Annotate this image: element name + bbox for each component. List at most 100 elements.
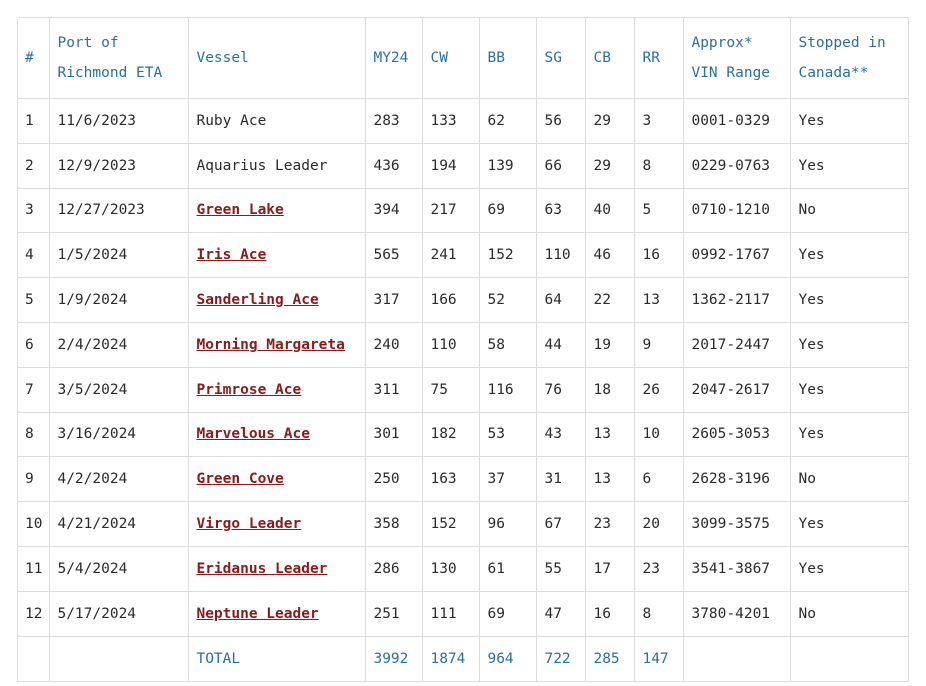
cell-cb: 46: [585, 232, 636, 279]
cell-bb: 37: [479, 456, 538, 503]
cell-vessel: Green Lake: [188, 187, 367, 234]
cell-my24: 317: [365, 277, 424, 323]
header-vin-range: Approx* VIN Range: [683, 17, 792, 99]
cell-bb: 139: [479, 142, 538, 189]
vessel-link[interactable]: Neptune Leader: [196, 605, 319, 622]
cell-eta: 5/4/2024: [49, 545, 190, 592]
cell-rr: 6: [634, 456, 685, 503]
cell-vin: 2605-3053: [683, 411, 792, 458]
table-row: 4 1/5/2024 Iris Ace 565 241 152 110 46 16 0992-17…: [16, 232, 910, 279]
cell-sg: 44: [536, 321, 587, 368]
cell-my24: 565: [365, 232, 424, 279]
cell-eta: 1/9/2024: [49, 277, 190, 323]
cell-rr: 9: [634, 321, 685, 368]
cell-num: 9: [16, 456, 51, 503]
cell-eta: 1/5/2024: [49, 232, 190, 279]
cell-num: 5: [16, 277, 51, 323]
cell-num: 3: [16, 187, 51, 234]
cell-sg: 56: [536, 98, 587, 144]
vessel-link[interactable]: Green Cove: [196, 471, 284, 488]
header-stop-line1: Stopped in: [798, 35, 886, 51]
vessel-link[interactable]: Morning Margareta: [196, 336, 345, 353]
total-bb: 964: [479, 635, 538, 682]
header-vin-line1: Approx*: [691, 35, 753, 51]
cell-bb: 61: [479, 545, 538, 592]
cell-rr: 16: [634, 232, 685, 279]
cell-cb: 40: [585, 187, 636, 234]
cell-sg: 67: [536, 501, 587, 547]
cell-vessel: Green Cove: [188, 456, 367, 503]
cell-rr: 10: [634, 411, 685, 458]
cell-vessel: Primrose Ace: [188, 366, 367, 413]
header-row: # Port of Richmond ETA Vessel MY24 CW BB …: [16, 17, 910, 99]
cell-bb: 116: [479, 366, 538, 413]
cell-num: 2: [16, 142, 51, 189]
cell-cw: 152: [422, 501, 481, 547]
vessel-link[interactable]: Sanderling Ace: [196, 292, 319, 309]
header-my24: MY24: [365, 17, 424, 99]
cell-sg: 43: [536, 411, 587, 458]
header-num: #: [16, 17, 51, 99]
cell-vin: 2628-3196: [683, 456, 792, 503]
cell-num: 1: [16, 98, 51, 144]
cell-rr: 8: [634, 142, 685, 189]
header-stopped-canada: Stopped in Canada**: [790, 17, 910, 99]
cell-my24: 286: [365, 545, 424, 592]
cell-cw: 166: [422, 277, 481, 323]
total-num-cell: [16, 635, 51, 682]
cell-num: 6: [16, 321, 51, 368]
header-stop-line2: Canada**: [798, 65, 869, 81]
table-row: 7 3/5/2024 Primrose Ace 311 75 116 76 18 26 2047-…: [16, 366, 910, 413]
cell-my24: 358: [365, 501, 424, 547]
table-row: 6 2/4/2024 Morning Margareta 240 110 58 44 19 9 2…: [16, 321, 910, 368]
table-row: 3 12/27/2023 Green Lake 394 217 69 63 40 5 0710-1…: [16, 187, 910, 234]
header-vin-line2: VIN Range: [691, 65, 771, 81]
cell-sg: 76: [536, 366, 587, 413]
cell-eta: 5/17/2024: [49, 590, 190, 637]
cell-eta: 4/2/2024: [49, 456, 190, 503]
vessel-link[interactable]: Eridanus Leader: [196, 560, 328, 577]
cell-cb: 13: [585, 411, 636, 458]
cell-vessel: Morning Margareta: [188, 321, 367, 368]
cell-bb: 152: [479, 232, 538, 279]
cell-stopped: No: [790, 590, 910, 637]
cell-vessel: Marvelous Ace: [188, 411, 367, 458]
cell-vessel: Neptune Leader: [188, 590, 367, 637]
cell-eta: 3/5/2024: [49, 366, 190, 413]
table-footer: TOTAL 3992 1874 964 722 285 147: [16, 635, 910, 682]
vessel-link[interactable]: Marvelous Ace: [196, 426, 310, 443]
table-row: 8 3/16/2024 Marvelous Ace 301 182 53 43 13 10 260…: [16, 411, 910, 458]
cell-vin: 0001-0329: [683, 98, 792, 144]
cell-cb: 13: [585, 456, 636, 503]
cell-cw: 163: [422, 456, 481, 503]
cell-my24: 394: [365, 187, 424, 234]
vessel-link[interactable]: Primrose Ace: [196, 381, 302, 398]
header-vessel: Vessel: [188, 17, 367, 99]
vessel-link[interactable]: Virgo Leader: [196, 516, 302, 533]
cell-bb: 58: [479, 321, 538, 368]
vessel-link[interactable]: Iris Ace: [196, 247, 267, 264]
cell-cw: 130: [422, 545, 481, 592]
table-row: 11 5/4/2024 Eridanus Leader 286 130 61 55 17 23 3…: [16, 545, 910, 592]
total-cb: 285: [585, 635, 636, 682]
cell-stopped: Yes: [790, 142, 910, 189]
total-row: TOTAL 3992 1874 964 722 285 147: [16, 635, 910, 682]
cell-sg: 63: [536, 187, 587, 234]
cell-cw: 133: [422, 98, 481, 144]
vessel-schedule-table: # Port of Richmond ETA Vessel MY24 CW BB …: [16, 17, 910, 682]
vessel-link[interactable]: Green Lake: [196, 202, 284, 219]
cell-bb: 69: [479, 590, 538, 637]
cell-cb: 23: [585, 501, 636, 547]
cell-cw: 194: [422, 142, 481, 189]
table-row: 12 5/17/2024 Neptune Leader 251 111 69 47 16 8 37…: [16, 590, 910, 637]
cell-num: 11: [16, 545, 51, 592]
cell-cb: 18: [585, 366, 636, 413]
header-eta-line1: Port of: [57, 35, 119, 51]
cell-sg: 55: [536, 545, 587, 592]
header-bb: BB: [479, 17, 538, 99]
total-eta-cell: [49, 635, 190, 682]
header-cb: CB: [585, 17, 636, 99]
cell-rr: 5: [634, 187, 685, 234]
cell-my24: 436: [365, 142, 424, 189]
cell-eta: 3/16/2024: [49, 411, 190, 458]
